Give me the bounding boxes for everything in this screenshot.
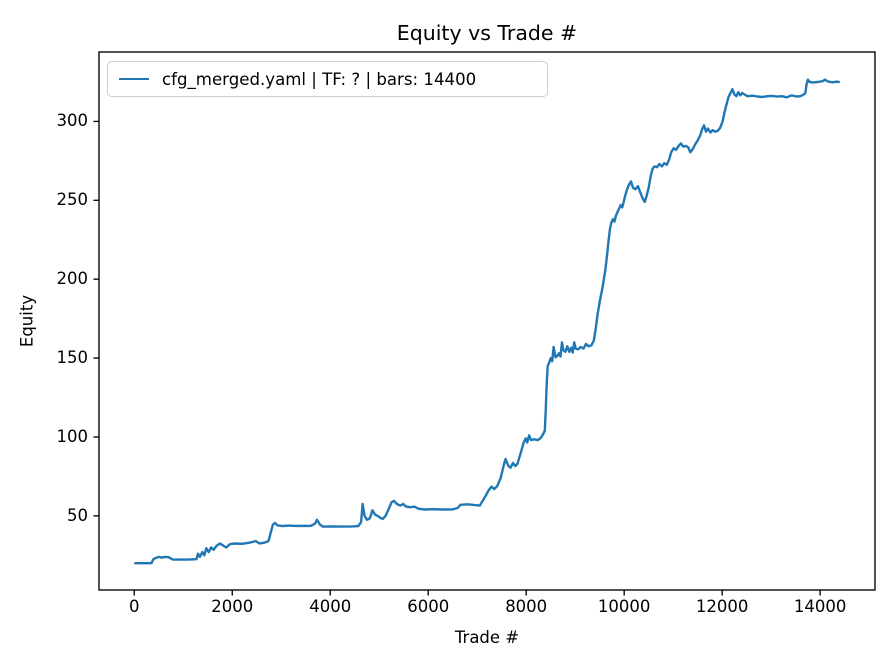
y-tick-label: 50 (67, 505, 88, 525)
legend: cfg_merged.yaml | TF: ? | bars: 14400 (107, 61, 548, 97)
x-tick-label: 8000 (505, 597, 548, 616)
equity-line-series (134, 78, 840, 565)
y-tick-label: 250 (56, 190, 89, 210)
y-axis-label: Equity (17, 294, 37, 348)
x-tick-label: 0 (129, 597, 140, 616)
tick-marks (93, 120, 821, 596)
y-tick-label: 100 (56, 426, 89, 446)
x-tick-label: 6000 (407, 597, 450, 616)
legend-line-swatch (119, 77, 149, 81)
x-tick-label: 4000 (309, 597, 352, 616)
x-tick-label: 12000 (695, 597, 749, 616)
legend-label: cfg_merged.yaml | TF: ? | bars: 14400 (162, 69, 477, 89)
plot-area-border (98, 51, 876, 591)
x-tick-label: 2000 (211, 597, 254, 616)
x-tick-label: 10000 (597, 597, 651, 616)
y-tick-label: 150 (56, 348, 89, 368)
y-tick-label: 300 (56, 111, 89, 131)
y-tick-label: 200 (56, 269, 89, 289)
x-tick-label: 14000 (793, 597, 847, 616)
x-axis-label: Trade # (454, 628, 520, 647)
chart-title: Equity vs Trade # (396, 21, 578, 45)
